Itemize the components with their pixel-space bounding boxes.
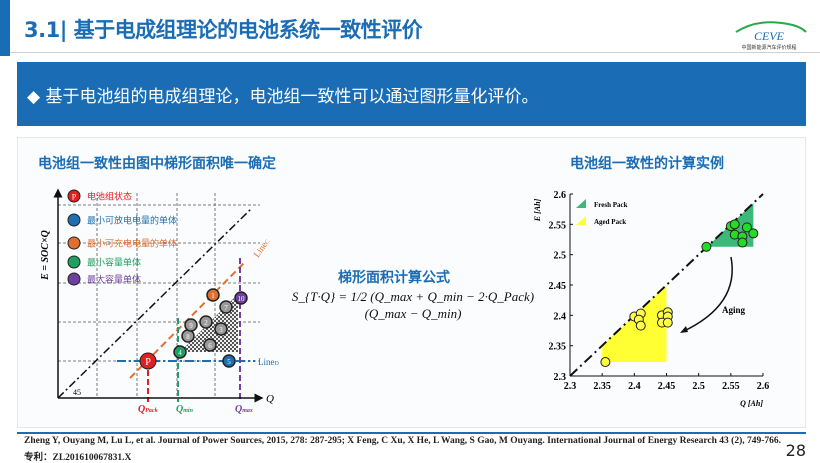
banner-text: ◆ 基于电池组的电成组理论，电池组一致性可以通过图形量化评价。	[27, 87, 539, 107]
pack-marker	[139, 352, 157, 370]
cell-marker-5	[222, 354, 236, 368]
svg-text:4: 4	[178, 349, 182, 357]
page-number: 28	[785, 441, 806, 460]
point-0-5	[737, 237, 748, 248]
x-tick-label: 2.45	[658, 381, 676, 392]
header-divider	[10, 52, 820, 53]
q-min-label: Qmin	[176, 404, 194, 415]
cell-marker-6	[203, 338, 217, 352]
svg-text:P: P	[145, 357, 151, 368]
x-tick-label: 2.5	[692, 381, 705, 392]
legend-marker	[67, 236, 81, 250]
line-d-label: LineD	[258, 357, 280, 367]
legend-label: 最大容量单体	[87, 274, 141, 285]
cell-marker-2	[199, 315, 213, 329]
svg-text:8: 8	[186, 333, 190, 341]
citation: Zheng Y, Ouyang M, Lu L, et al. Journal …	[24, 436, 782, 446]
legend-label: 最小容量单体	[87, 257, 141, 268]
point-0-6	[741, 222, 752, 233]
arrowhead-icon	[680, 326, 688, 333]
x-tick-label: 2.35	[593, 381, 611, 392]
svg-text:CEVE: CEVE	[754, 29, 785, 43]
y-tick-label: 2.4	[554, 311, 567, 322]
accent-bar	[0, 0, 10, 56]
legend-marker	[67, 272, 81, 286]
right-heading: 电池组一致性的计算实例	[570, 156, 724, 172]
formula-heading: 梯形面积计算公式	[338, 270, 450, 286]
x-tick-label: 2.55	[722, 381, 740, 392]
svg-text:10: 10	[238, 295, 246, 303]
cell-marker-9	[184, 318, 198, 332]
patent: 专利：ZL201610067831.X	[24, 453, 132, 463]
cell-marker-7	[219, 300, 233, 314]
page-title: 3.1| 基于电成组理论的电池系统一致性评价	[24, 18, 423, 42]
x-tick-label: 2.4	[628, 381, 641, 392]
y-tick-label: 2.45	[549, 281, 567, 292]
y-axis-label: E = SOC×Q	[40, 230, 51, 281]
legend-label: 最小可充电电量的单体	[87, 238, 177, 249]
diagonal-45-line	[57, 207, 253, 399]
cell-marker-4	[173, 345, 187, 359]
svg-text:1: 1	[211, 292, 215, 300]
cell-marker-1	[206, 288, 220, 302]
legend-label: Fresh Pack	[594, 201, 628, 209]
legend-marker	[67, 213, 81, 227]
area-1	[602, 285, 667, 363]
legend-label: 电池组状态	[87, 191, 132, 202]
x-tick-label: 2.6	[757, 381, 770, 392]
consistency-chart: 2.3 2.35 2.4 2.45 2.5 2.55 2.6 2.3 2.35 2.4 2.45 2.…	[533, 190, 770, 408]
footer-divider	[17, 432, 806, 434]
x-axis-label: Q	[266, 393, 274, 405]
legend-label: 最小可放电电量的单体	[87, 215, 177, 226]
svg-text:6: 6	[208, 342, 212, 350]
svg-text:2: 2	[204, 319, 208, 327]
consistency-diagram: E = SOC×Q Q 45 P 电池组状态最小可放电电量的单体最小可充电电量的单…	[40, 188, 280, 415]
y-axis-label: E [Ah]	[533, 198, 542, 222]
q-max-label: Qmax	[235, 404, 253, 415]
svg-text:中国新能源汽车评价规程: 中国新能源汽车评价规程	[741, 44, 796, 51]
legend-swatch	[576, 199, 586, 208]
left-heading: 电池组一致性由图中梯形面积唯一确定	[38, 156, 276, 172]
point-0-0	[701, 241, 712, 252]
q-pack-label: QPack	[138, 404, 158, 415]
cell-marker-3	[214, 322, 228, 336]
point-1-0	[600, 357, 611, 368]
summary-banner: ◆ 基于电池组的电成组理论，电池组一致性可以通过图形量化评价。	[17, 62, 806, 126]
legend-swatch	[576, 216, 586, 225]
ceve-logo: CEVE 中国新能源汽车评价规程	[735, 21, 807, 51]
svg-text:7: 7	[224, 304, 228, 312]
x-axis-label: Q [Ah]	[740, 399, 763, 408]
y-tick-label: 2.55	[549, 220, 567, 231]
point-0-7	[748, 228, 759, 239]
svg-text:3: 3	[219, 326, 223, 334]
point-1-9	[662, 317, 673, 328]
y-tick-label: 2.6	[554, 190, 567, 201]
point-1-4	[635, 320, 646, 331]
y-tick-label: 2.3	[554, 372, 567, 383]
legend-marker	[67, 189, 81, 203]
cell-marker-10	[234, 291, 248, 305]
aging-annotation: Aging	[722, 305, 746, 315]
angle-label: 45	[73, 388, 81, 397]
line-c-label: LineC	[251, 237, 271, 260]
legend-marker	[67, 255, 81, 269]
aging-arrow	[681, 256, 733, 333]
x-tick-label: 2.3	[564, 381, 577, 392]
svg-text:5: 5	[227, 358, 231, 366]
point-0-2	[729, 219, 740, 230]
cell-markers: 1 2 3 4 5 6 7 8 9 10	[173, 288, 248, 368]
legend-label: Aged Pack	[594, 218, 626, 226]
y-tick-label: 2.35	[549, 342, 567, 353]
trapezoid-formula: S_{T·Q} = 1/2 (Q_max + Q_min − 2·Q_Pack)…	[291, 289, 535, 321]
svg-text:9: 9	[189, 322, 193, 330]
svg-text:P: P	[72, 193, 77, 202]
y-tick-label: 2.5	[554, 251, 567, 262]
